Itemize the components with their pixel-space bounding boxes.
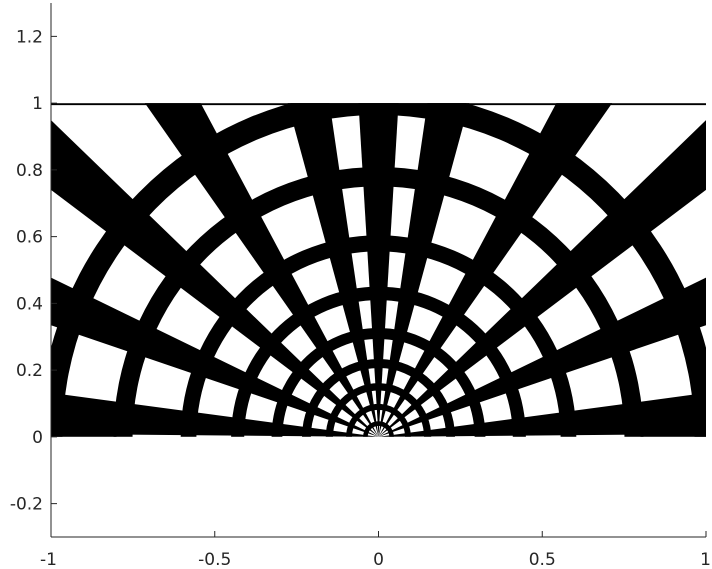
x-tick-label: -0.5 (198, 550, 231, 569)
spoke-member (378, 392, 706, 437)
y-tick-label: 0.6 (16, 228, 43, 248)
spoke-member (51, 120, 379, 437)
spoke-member (144, 103, 379, 437)
spoke-member (51, 392, 379, 437)
y-tick-label: -0.2 (10, 495, 43, 515)
bottom-bar (640, 425, 706, 437)
y-tick-label: 0.4 (16, 294, 43, 314)
spoke-member (358, 103, 399, 437)
y-tick-label: 0 (32, 428, 43, 448)
y-tick-label: 1.2 (16, 27, 43, 47)
top-boundary (51, 103, 706, 106)
bottom-bar (51, 425, 117, 437)
x-tick-label: 0 (373, 550, 384, 569)
y-tick-label: 0.2 (16, 361, 43, 381)
axes: -1 -0.5 0 0.5 1 -0.2 0 0.2 0.4 0.6 0.8 1 1.2 (10, 3, 711, 569)
y-tick-label: 0.8 (16, 161, 43, 181)
x-tick-label: -1 (40, 550, 57, 569)
spoke-member (287, 103, 379, 437)
y-tick-label: 1 (32, 94, 43, 114)
x-tick-label: 0.5 (529, 550, 556, 569)
x-tick-label: 1 (700, 550, 711, 569)
spoke-member (378, 120, 706, 437)
material-field (51, 103, 706, 437)
spoke-member (378, 103, 613, 437)
spoke-member (378, 103, 470, 437)
spoke-member (378, 277, 706, 437)
